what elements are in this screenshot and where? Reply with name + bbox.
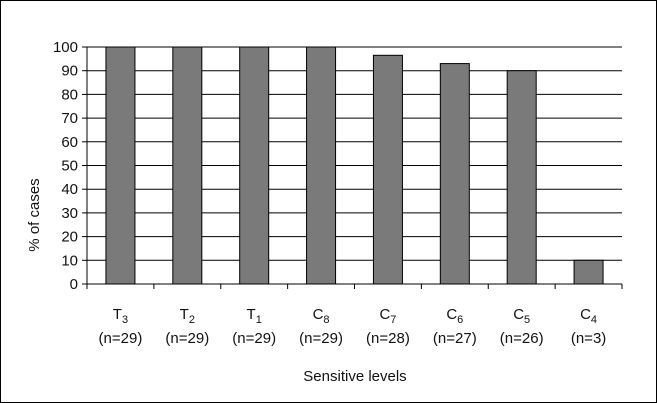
x-tick-label: C5 xyxy=(513,306,530,326)
x-tick-label: T1 xyxy=(247,306,262,326)
bar xyxy=(439,63,470,285)
x-tick-count: (n=29) xyxy=(99,330,143,347)
x-tick-count: (n=27) xyxy=(433,330,477,347)
bars xyxy=(105,46,604,285)
x-tick-letter: T xyxy=(113,306,122,323)
x-tick-subscript: 5 xyxy=(524,314,530,326)
x-tick-letter: C xyxy=(580,306,591,323)
y-tick-label: 0 xyxy=(70,276,78,293)
x-tick-label: T3 xyxy=(113,306,128,326)
y-tick-label: 60 xyxy=(61,134,78,151)
y-tick-label: 10 xyxy=(61,252,78,269)
x-tick-letter: C xyxy=(513,306,524,323)
bar xyxy=(172,46,203,285)
x-tick-subscript: 3 xyxy=(122,314,128,326)
y-tick-label: 70 xyxy=(61,110,78,127)
x-tick-letter: C xyxy=(379,306,390,323)
y-tick-label: 50 xyxy=(61,158,78,175)
x-tick-count: (n=26) xyxy=(500,330,544,347)
y-tick-label: 90 xyxy=(61,63,78,80)
x-tick-label: T2 xyxy=(180,306,195,326)
bar xyxy=(506,70,537,285)
y-tick-label: 20 xyxy=(61,229,78,246)
y-tick-label: 30 xyxy=(61,205,78,222)
x-tick-count: (n=29) xyxy=(232,330,276,347)
bar xyxy=(105,46,136,285)
y-tick-labels: 0 10 20 30 40 50 60 70 80 90 100 xyxy=(53,39,87,293)
x-tick-letter: T xyxy=(247,306,256,323)
bar xyxy=(573,259,604,285)
x-tick-letter: T xyxy=(180,306,189,323)
bar xyxy=(239,46,270,285)
x-tick-subscript: 8 xyxy=(323,314,329,326)
y-tick-label: 40 xyxy=(61,181,78,198)
x-tick-subscript: 2 xyxy=(189,314,195,326)
x-axis-title: Sensitive levels xyxy=(303,368,406,385)
bar xyxy=(372,54,403,285)
x-tick-count: (n=28) xyxy=(366,330,410,347)
x-tick-label: C4 xyxy=(580,306,597,326)
y-tick-label: 80 xyxy=(61,86,78,103)
y-axis-title: % of cases xyxy=(26,178,43,251)
x-tick-count: (n=29) xyxy=(165,330,209,347)
x-tick-label: C7 xyxy=(379,306,396,326)
x-tick-subscript: 7 xyxy=(390,314,396,326)
x-tick-letter: C xyxy=(446,306,457,323)
gridlines xyxy=(87,46,622,285)
x-tick-labels: T3(n=29)T2(n=29)T1(n=29)C8(n=29)C7(n=28)… xyxy=(86,284,623,347)
x-tick-subscript: 6 xyxy=(457,314,463,326)
bar xyxy=(306,46,337,285)
x-tick-label: C6 xyxy=(446,306,463,326)
y-tick-label: 100 xyxy=(53,39,78,56)
x-tick-subscript: 1 xyxy=(256,314,262,326)
x-tick-count: (n=29) xyxy=(299,330,343,347)
x-tick-subscript: 4 xyxy=(591,314,597,326)
x-tick-letter: C xyxy=(313,306,324,323)
x-tick-count: (n=3) xyxy=(571,330,606,347)
x-tick-label: C8 xyxy=(313,306,330,326)
